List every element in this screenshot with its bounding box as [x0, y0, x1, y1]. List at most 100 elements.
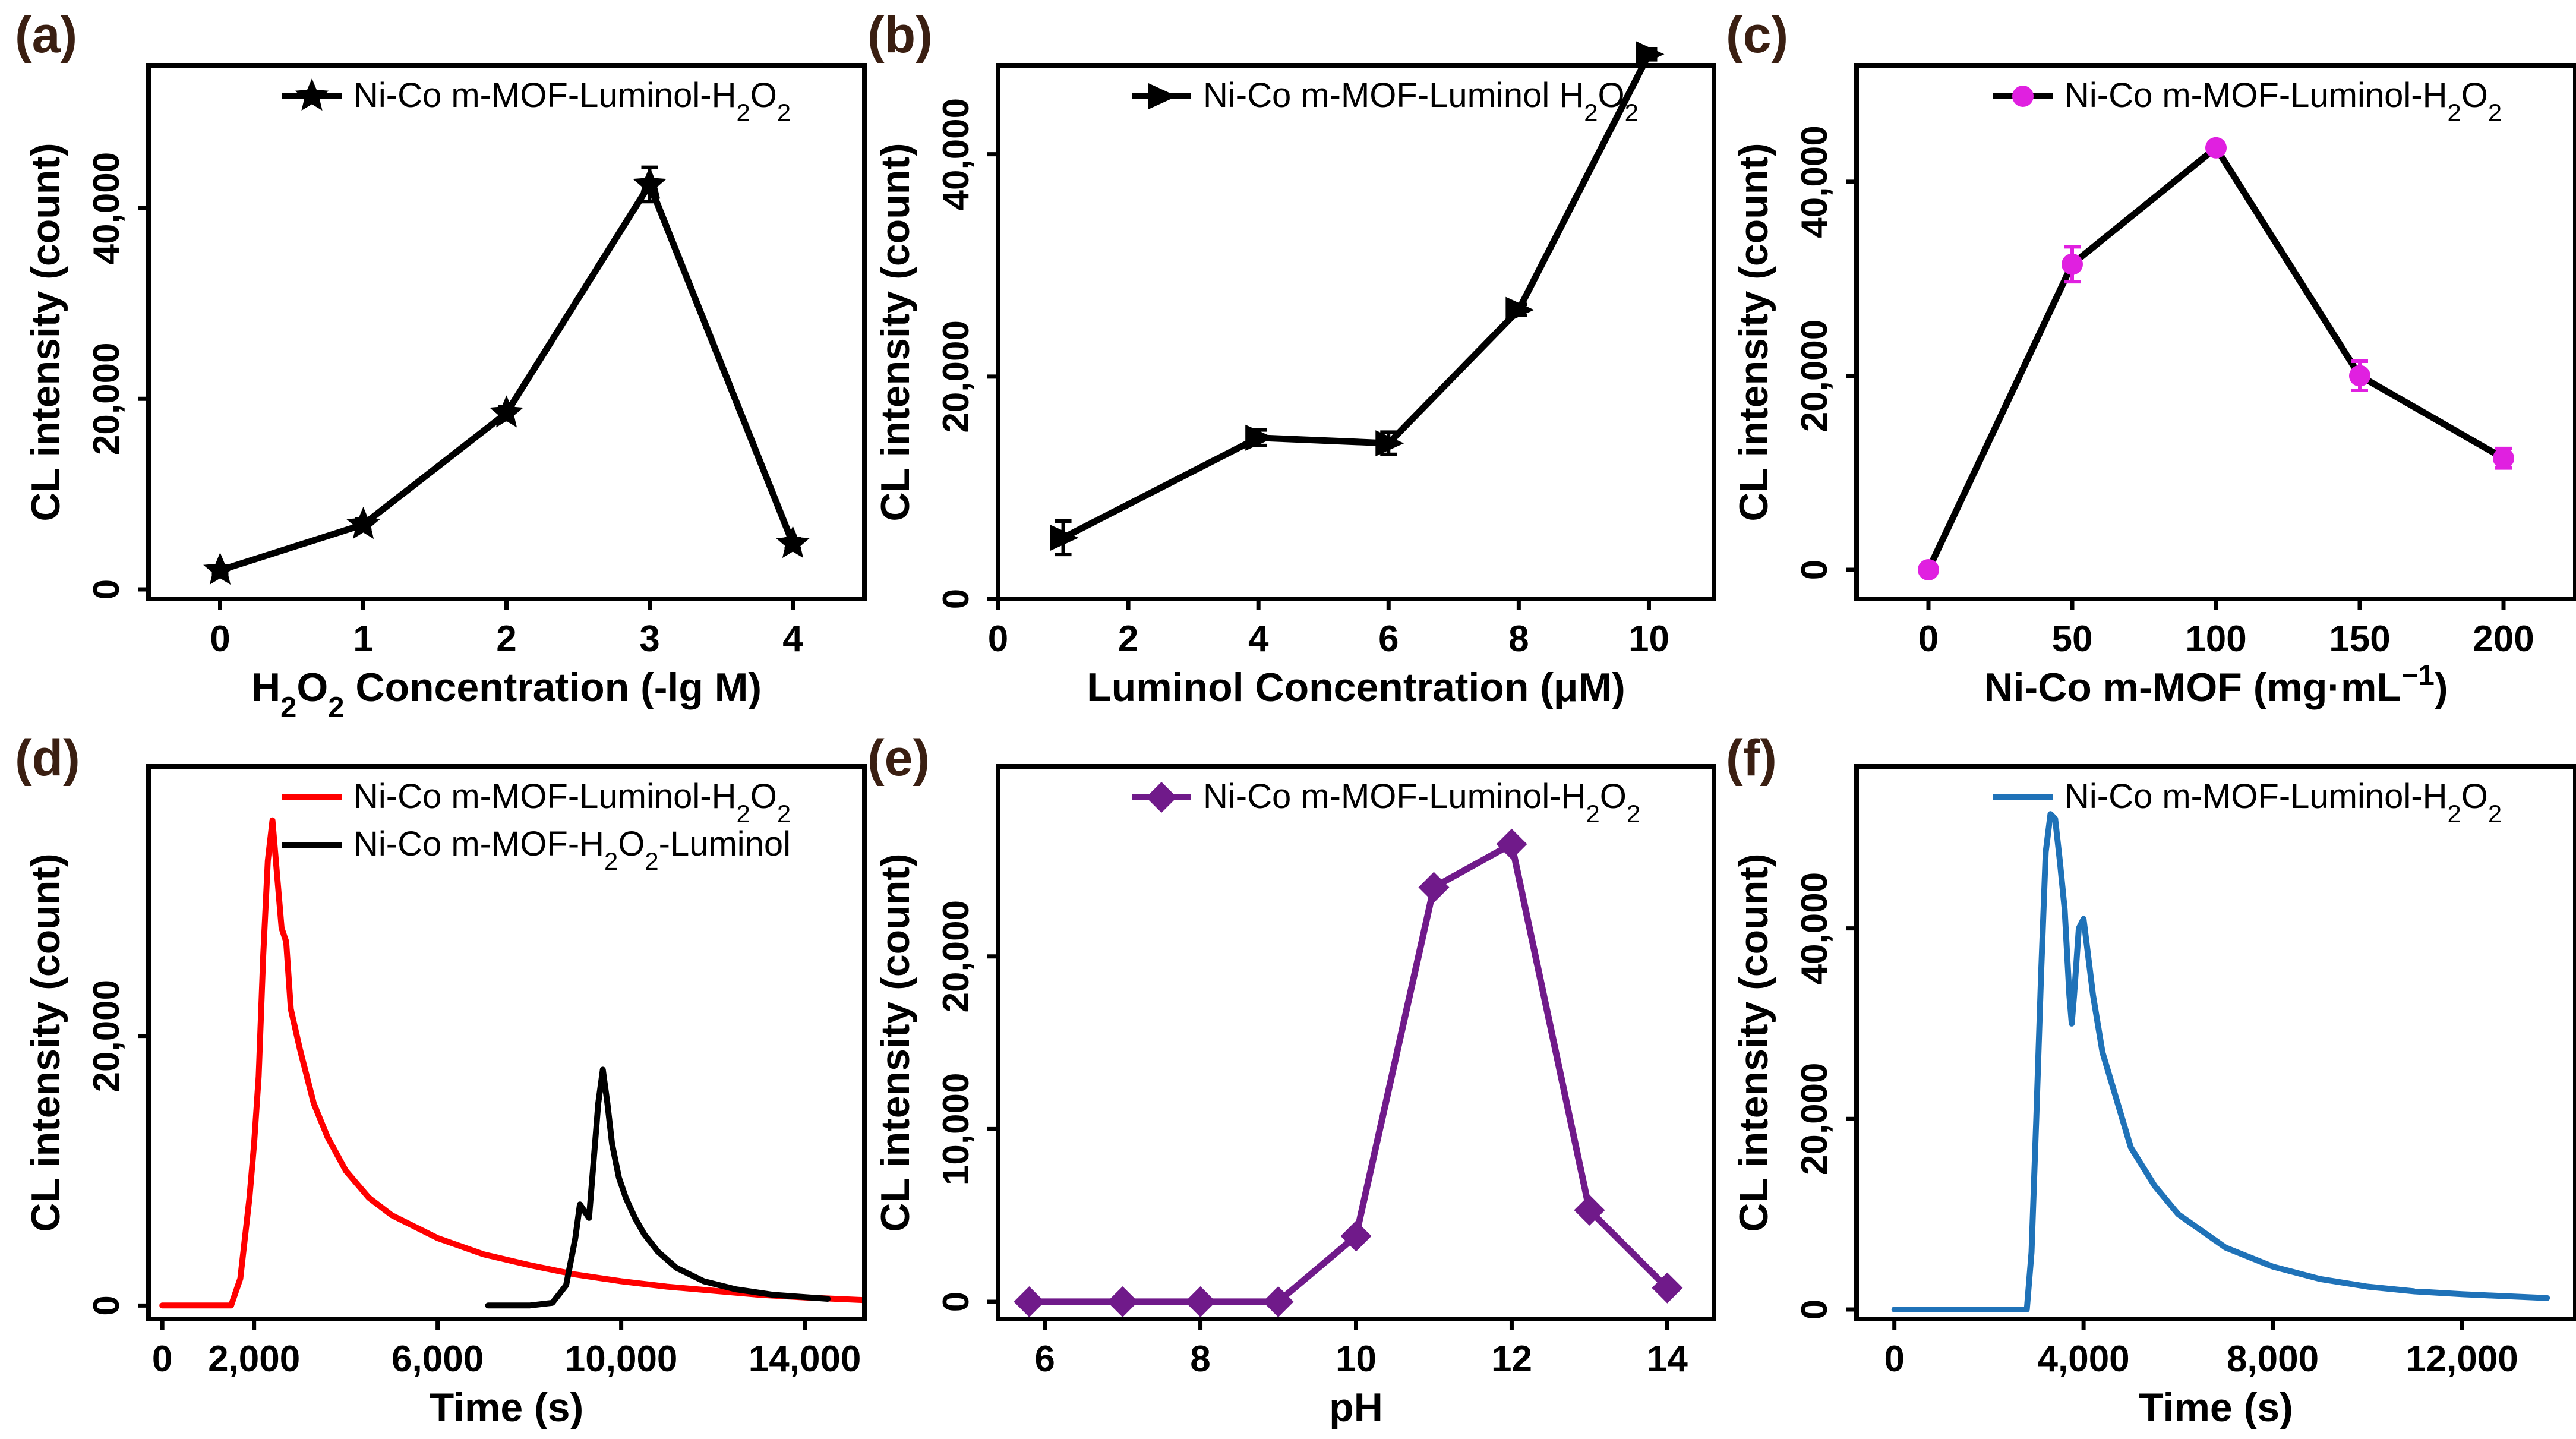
legend-label: Ni-Co m-MOF-Luminol-H2O2 [353, 777, 791, 828]
plot-frame [146, 63, 867, 601]
legend-label: Ni-Co m-MOF-Luminol-H2O2 [2064, 76, 2502, 127]
x-tick-label: 3 [639, 618, 659, 659]
x-tick-label: 0 [1918, 618, 1939, 659]
legend-label: Ni-Co m-MOF-H2O2-Luminol [353, 825, 791, 875]
panel-c: (c) 0 50 100 150 200 0 20,000 40,000 Ni-Co m-MOF … [1726, 7, 2576, 710]
series-0 [1918, 137, 2514, 581]
legend: Ni-Co m-MOF-Luminol-H2O2 [1993, 777, 2502, 828]
data-point [1505, 296, 1535, 323]
x-tick-label: 6,000 [392, 1339, 484, 1380]
legend: Ni-Co m-MOF-Luminol-H2O2 [1993, 76, 2502, 127]
plot-frame [1854, 764, 2576, 1321]
data-point [1574, 1194, 1605, 1226]
panel-b: (b) 0 2 4 6 8 10 0 20,000 40,000 Luminol Concentra… [867, 7, 1716, 710]
y-tick-label: 0 [86, 579, 127, 599]
panel-label: (e) [867, 730, 930, 787]
data-point [490, 395, 523, 428]
data-point [1375, 430, 1404, 457]
x-tick-label: 0 [210, 618, 230, 659]
data-point [633, 166, 667, 199]
legend-label: Ni-Co m-MOF-Luminol-H2O2 [1203, 777, 1640, 828]
x-tick-label: 200 [2473, 618, 2534, 659]
panel-d: (d) 0 2,000 6,000 10,000 14,000 0 20,000 Time (s… [15, 730, 867, 1430]
data-point [1262, 1286, 1294, 1317]
data-point [203, 553, 237, 585]
y-axis-title: CL intensity (count) [1731, 853, 1776, 1232]
legend-marker [1148, 83, 1177, 109]
x-axis-title: Time (s) [430, 1385, 583, 1430]
series-line [1060, 51, 1652, 541]
data-point [1340, 1220, 1372, 1252]
y-tick-label: 20,000 [1794, 1062, 1835, 1175]
panel-label: (b) [867, 7, 933, 64]
data-point [1014, 1286, 1045, 1317]
data-point [2205, 137, 2227, 159]
y-axis-title: CL intensity (count) [873, 143, 918, 521]
y-tick-label: 0 [86, 1295, 127, 1315]
x-axis-title: H2O2 Concentration (-lg M) [251, 665, 762, 724]
y-axis-title: CL intensity (count) [1731, 143, 1776, 521]
series-0 [1891, 811, 2550, 1312]
data-point [2493, 447, 2514, 469]
x-tick-label: 6 [1034, 1339, 1055, 1380]
data-point [1636, 41, 1665, 68]
y-tick-label: 0 [936, 589, 977, 609]
y-tick-label: 0 [1794, 1299, 1835, 1320]
x-tick-label: 0 [988, 618, 1008, 659]
x-tick-label: 14,000 [749, 1339, 861, 1380]
x-tick-label: 100 [2185, 618, 2246, 659]
legend-label: Ni-Co m-MOF-Luminol H2O2 [1203, 76, 1639, 127]
series-0 [1014, 828, 1683, 1317]
plot-frame [996, 63, 1716, 601]
x-tick-label: 2 [496, 618, 516, 659]
series-0 [203, 165, 810, 585]
data-point [1185, 1286, 1216, 1317]
data-point [1050, 525, 1079, 551]
y-axis-title: CL intensity (count) [23, 853, 68, 1232]
y-tick-label: 40,000 [1794, 125, 1835, 238]
y-tick-label: 40,000 [86, 152, 127, 265]
legend: Ni-Co m-MOF-Luminol-H2O2 [1132, 777, 1640, 828]
x-tick-label: 150 [2329, 618, 2390, 659]
x-tick-label: 4 [782, 618, 803, 659]
x-tick-label: 8,000 [2227, 1339, 2319, 1380]
x-tick-label: 0 [1884, 1339, 1904, 1380]
x-tick-label: 4,000 [2038, 1339, 2130, 1380]
data-point [776, 526, 810, 558]
x-tick-label: 2,000 [208, 1339, 300, 1380]
x-tick-label: 6 [1378, 618, 1399, 659]
x-axis-title: Time (s) [2139, 1385, 2293, 1430]
y-tick-label: 40,000 [1794, 872, 1835, 985]
series-line [217, 181, 796, 574]
panel-a: (a) 0 1 2 3 4 0 20,000 40,000 H2O2 Concentration … [15, 7, 867, 724]
x-tick-label: 50 [2052, 618, 2093, 659]
series-line [159, 817, 867, 1309]
x-tick-label: 8 [1190, 1339, 1210, 1380]
legend-label: Ni-Co m-MOF-Luminol-H2O2 [353, 76, 791, 127]
panel-label: (d) [15, 730, 80, 787]
data-point [2062, 253, 2083, 275]
x-tick-label: 1 [353, 618, 373, 659]
legend-marker [295, 78, 329, 111]
legend-label: Ni-Co m-MOF-Luminol-H2O2 [2064, 777, 2502, 828]
x-tick-label: 8 [1508, 618, 1529, 659]
y-tick-label: 20,000 [86, 342, 127, 455]
panel-label: (c) [1726, 7, 1788, 64]
y-tick-label: 0 [936, 1292, 977, 1312]
x-tick-label: 2 [1118, 618, 1138, 659]
x-tick-label: 10 [1628, 618, 1669, 659]
plot-frame [146, 764, 867, 1321]
panel-label: (a) [15, 7, 77, 64]
x-tick-label: 10 [1336, 1339, 1377, 1380]
x-tick-label: 10,000 [565, 1339, 678, 1380]
legend-marker [1146, 782, 1177, 813]
x-tick-label: 12 [1491, 1339, 1532, 1380]
data-point [1107, 1286, 1138, 1317]
series-1 [485, 1066, 831, 1309]
series-line [485, 1066, 831, 1309]
panel-e: (e) 6 8 10 12 14 0 10,000 20,000 pH CL intensity (… [867, 730, 1716, 1430]
series-line [1925, 144, 2507, 573]
y-tick-label: 40,000 [936, 98, 977, 211]
y-tick-label: 20,000 [936, 320, 977, 433]
